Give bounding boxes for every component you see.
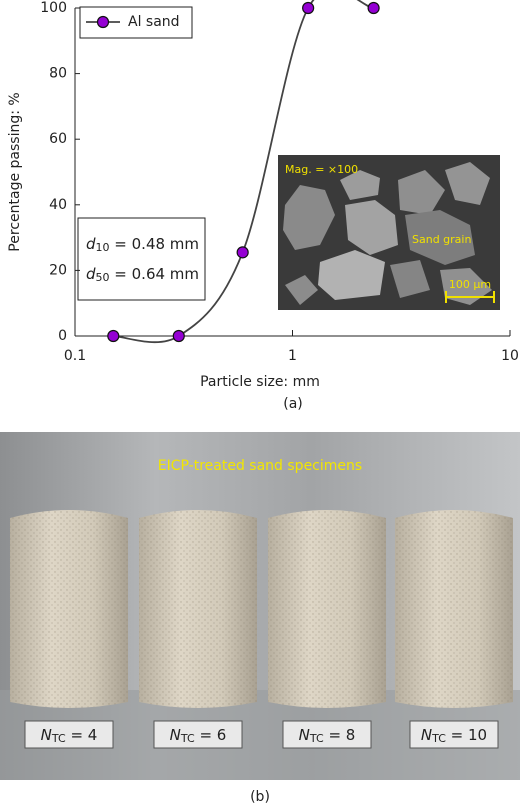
x-tick-label: 10 xyxy=(501,348,519,364)
specimen-label-box xyxy=(153,720,243,749)
y-tick-label: 20 xyxy=(49,262,67,278)
y-tick-label: 80 xyxy=(49,66,67,82)
specimen-label: NTC = 8 xyxy=(299,726,356,746)
label-subscript: TC xyxy=(309,732,324,745)
specimen-label: NTC = 10 xyxy=(421,726,487,746)
label-subscript: TC xyxy=(180,732,195,745)
specimen-texture xyxy=(139,510,257,708)
label-symbol: N xyxy=(170,726,181,744)
y-tick-label: 100 xyxy=(40,0,67,16)
specimen-texture xyxy=(268,510,386,708)
x-tick-label: 1 xyxy=(288,348,297,364)
marker xyxy=(172,329,185,343)
label-subscript: TC xyxy=(431,732,446,745)
y-tick-label: 60 xyxy=(49,131,67,147)
y-tick-label: 0 xyxy=(58,328,67,344)
label-value: = 6 xyxy=(195,726,227,744)
inset-mag: Mag. = ×100 xyxy=(285,163,358,176)
marker xyxy=(236,246,249,259)
inset-grain: Sand grain xyxy=(412,233,471,246)
legend-marker xyxy=(96,15,110,29)
x-axis-label: Particle size: mm xyxy=(200,374,320,390)
y-tick-label: 40 xyxy=(49,197,67,213)
label-subscript: TC xyxy=(51,732,66,745)
specimen-label: NTC = 6 xyxy=(170,726,227,746)
specimen-label-box xyxy=(409,720,499,749)
specimen-label-box xyxy=(24,720,114,749)
x-tick-label: 0.1 xyxy=(64,348,86,364)
legend-label: Al sand xyxy=(128,14,180,30)
inset-scale: 100 μm xyxy=(449,278,491,291)
specimen-texture xyxy=(10,510,128,708)
label-symbol: N xyxy=(41,726,52,744)
marker xyxy=(302,1,315,15)
label-value: = 8 xyxy=(324,726,356,744)
label-symbol: N xyxy=(421,726,432,744)
sem-inset: Mag. = ×100 Sand grain 100 μm xyxy=(278,155,500,310)
photo-title: EICP-treated sand specimens xyxy=(158,458,362,474)
panel-label: (a) xyxy=(283,396,303,412)
marker xyxy=(107,329,120,343)
label-value: = 4 xyxy=(66,726,98,744)
annotation-box xyxy=(77,217,206,301)
y-axis-label: Percentage passing: % xyxy=(7,92,23,251)
specimen-label-box xyxy=(282,720,372,749)
marker xyxy=(367,1,380,15)
label-value: = 10 xyxy=(446,726,487,744)
label-symbol: N xyxy=(299,726,310,744)
specimen-label: NTC = 4 xyxy=(41,726,98,746)
annotation: d50 = 0.64 mm xyxy=(86,265,199,285)
annotation: d10 = 0.48 mm xyxy=(86,235,199,255)
specimen-texture xyxy=(395,510,513,708)
curve xyxy=(113,0,374,344)
panel-label: (b) xyxy=(250,789,270,805)
